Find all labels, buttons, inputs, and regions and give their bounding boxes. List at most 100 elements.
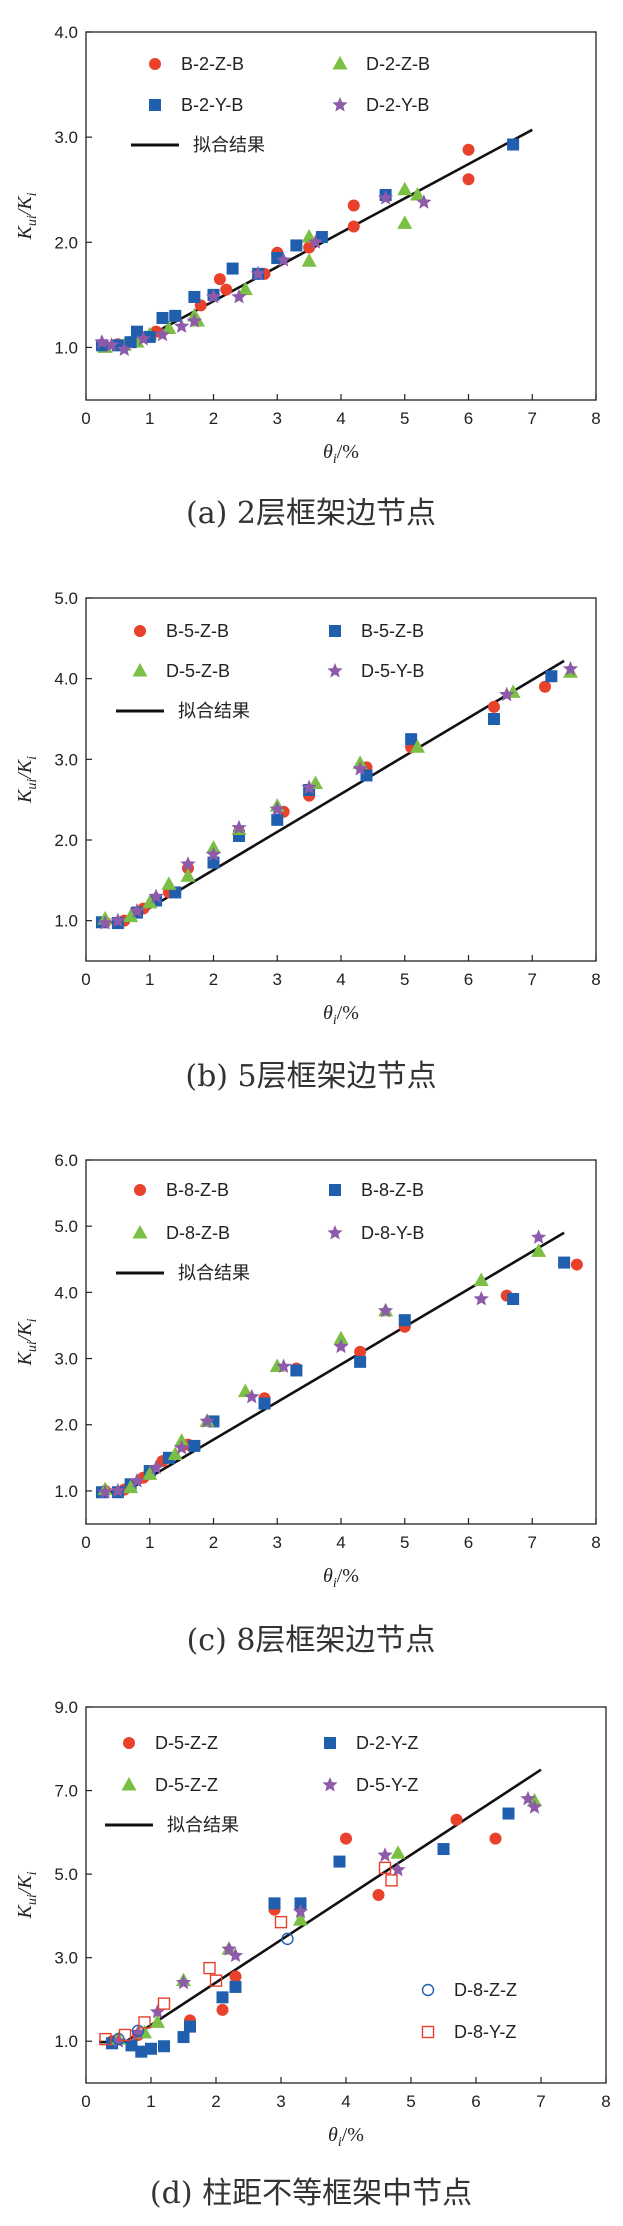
data-point	[216, 2003, 229, 2016]
data-point	[244, 1388, 260, 1404]
y-axis-title-symbol: K	[14, 1351, 36, 1367]
legend-label: 拟合结果	[178, 1263, 250, 1283]
data-point	[110, 1482, 126, 1498]
legend-marker	[421, 2025, 435, 2039]
data-point	[203, 1961, 216, 1975]
y-tick-label: 4.0	[54, 1283, 78, 1302]
data-point	[340, 1832, 352, 1845]
x-axis-title-unit: /%	[337, 1565, 359, 1587]
data-point	[161, 320, 177, 335]
x-tick-label: 2	[209, 409, 218, 428]
y-axis-title-subscript: ui	[25, 215, 40, 226]
y-tick-label: 2.0	[54, 831, 78, 850]
data-point	[180, 856, 196, 871]
y-tick-label: 7.0	[54, 1782, 78, 1801]
chart-panel: 0 1 2 3 4 5 6 7 81.02.03.04.05.0θi/%Kui/KiB-5-Z-…	[14, 589, 601, 1028]
x-axis-title-symbol: θ	[328, 2124, 338, 2146]
data-point	[398, 1314, 411, 1327]
x-axis-title-subscript: i	[333, 1013, 337, 1028]
figure-caption: (b) 5层框架边节点	[185, 1059, 436, 1094]
y-tick-label: 1.0	[54, 1482, 78, 1501]
data-point	[188, 290, 201, 303]
series-d-5-y-b	[97, 661, 579, 930]
fit-line	[99, 1768, 542, 2044]
y-tick-label: 3.0	[54, 128, 78, 147]
data-point	[271, 813, 284, 826]
data-point	[378, 1302, 394, 1318]
data-point	[301, 779, 317, 794]
data-point	[378, 1861, 392, 1875]
series-d-8-z-z	[112, 1932, 294, 2046]
data-point	[377, 1847, 393, 1862]
data-point	[268, 1897, 281, 1910]
y-axis-title-subscript: ui	[25, 1341, 40, 1352]
data-point	[118, 2028, 132, 2042]
data-point	[112, 2032, 125, 2046]
data-point	[520, 1790, 536, 1806]
chart-panel: 0 1 2 3 4 5 6 7 81.02.03.04.05.06.0θi/%Kui/KiB-8…	[14, 1151, 601, 1591]
data-point	[545, 670, 558, 683]
x-tick-label: 7	[528, 409, 537, 428]
y-axis-title: Kui/Ki	[14, 756, 40, 804]
legend-marker	[332, 56, 348, 70]
y-axis-title: Kui/Ki	[14, 1318, 40, 1366]
data-point	[205, 846, 222, 861]
data-point	[290, 239, 303, 252]
x-tick-label: 7	[536, 2092, 545, 2111]
x-tick-label: 3	[273, 409, 282, 428]
x-tick-label: 3	[276, 2092, 285, 2111]
data-point	[188, 1439, 201, 1452]
data-point	[229, 1970, 242, 1983]
x-tick-label: 8	[591, 409, 600, 428]
data-point	[405, 733, 418, 746]
data-point	[347, 199, 360, 212]
legend-label: B-8-Z-B	[361, 1180, 424, 1200]
data-point	[301, 229, 317, 243]
legend-label: D-5-Y-B	[361, 661, 424, 681]
data-point	[227, 1947, 244, 1962]
legend-label: 拟合结果	[178, 701, 250, 721]
x-tick-label: 2	[209, 970, 218, 989]
legend-marker	[421, 1983, 435, 1997]
data-point	[148, 888, 164, 903]
data-point	[237, 1383, 253, 1398]
data-point	[526, 1799, 543, 1814]
data-point	[539, 680, 551, 693]
data-point	[237, 281, 253, 296]
legend-label: B-5-Z-B	[361, 621, 424, 641]
data-point	[488, 700, 500, 713]
x-tick-label: 5	[406, 2092, 415, 2111]
data-point	[110, 912, 126, 928]
data-point	[437, 1843, 450, 1856]
data-point	[352, 761, 368, 776]
data-point	[131, 325, 143, 338]
data-point	[229, 1980, 242, 1993]
data-point	[209, 1974, 223, 1987]
legend-label: B-5-Z-B	[166, 621, 229, 641]
data-point	[199, 1413, 215, 1428]
data-point	[397, 181, 413, 196]
x-axis-title: θi/%	[323, 1002, 359, 1028]
data-point	[99, 2032, 112, 2046]
y-axis-title-subscript: i	[25, 756, 40, 760]
data-point	[129, 903, 145, 918]
chart-panel: 0 1 2 3 4 5 6 7 81.03.05.07.09.0θi/%Kui/KiD-5-Z-…	[14, 1698, 611, 2150]
x-tick-label: 2	[211, 2092, 220, 2111]
y-axis-title-divisor: /K	[14, 195, 36, 217]
data-point	[292, 1903, 309, 1919]
data-point	[333, 1338, 349, 1354]
data-point	[301, 253, 317, 267]
data-point	[276, 1358, 292, 1373]
data-point	[169, 309, 182, 322]
x-tick-label: 8	[591, 1533, 600, 1552]
y-axis-title-subscript: i	[25, 192, 40, 196]
y-axis-title-subscript: i	[25, 1871, 40, 1875]
x-tick-label: 5	[400, 970, 409, 989]
y-tick-label: 1.0	[54, 2032, 78, 2051]
y-axis-title: Kui/Ki	[14, 1871, 40, 1919]
data-point	[177, 2031, 190, 2044]
x-axis-title: θi/%	[323, 441, 359, 467]
x-tick-label: 5	[400, 1533, 409, 1552]
data-point	[180, 868, 196, 882]
data-point	[354, 1345, 367, 1358]
